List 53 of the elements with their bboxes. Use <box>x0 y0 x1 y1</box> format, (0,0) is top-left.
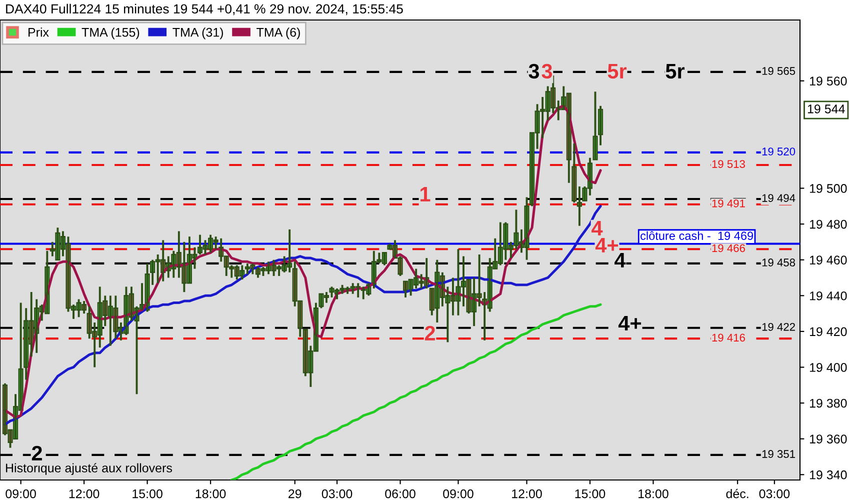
annotation: Historique ajusté aux rollovers <box>6 463 172 475</box>
y-tick-label: 19 380 <box>810 398 847 408</box>
ref-line-label: 19 565 <box>762 67 796 75</box>
annotation: 4 <box>592 221 603 236</box>
ref-line-label: 19 351 <box>762 450 795 458</box>
legend-label: Prix <box>28 28 49 37</box>
annotation: 1 <box>420 187 430 202</box>
ref-line-label: 19 494 <box>762 194 796 202</box>
y-tick-label: 19 420 <box>810 327 847 336</box>
x-tick-label: 15:00 <box>132 489 162 498</box>
x-tick-label: 09:00 <box>443 489 474 498</box>
x-tick-label: 06:00 <box>385 489 416 498</box>
legend-label: TMA (6) <box>256 28 300 40</box>
y-tick-label: 19 360 <box>810 434 847 444</box>
ref-line-label: 19 520 <box>762 148 796 156</box>
x-tick-label: 03:00 <box>322 489 352 498</box>
y-tick-label: 19 500 <box>810 184 847 193</box>
ref-line-label: clôture cash - 19 469 <box>640 231 754 240</box>
x-tick-label: 03:00 <box>759 489 790 498</box>
annotation: 5r <box>666 64 685 79</box>
y-tick-label: 19 480 <box>810 220 847 229</box>
ref-line-label: 19 466 <box>712 244 745 252</box>
annotation: 4 <box>614 253 626 268</box>
y-tick-label: 19 340 <box>810 470 847 480</box>
text: 19 544 <box>808 104 845 114</box>
x-tick-label: 09:00 <box>6 489 36 498</box>
x-tick-label: 29 <box>288 489 302 498</box>
x-tick-label: 15:00 <box>575 489 606 498</box>
annotation: 4+ <box>595 238 618 252</box>
ref-line-label: 19 513 <box>712 160 745 168</box>
y-tick-label: 19 400 <box>810 363 847 372</box>
ref-line-label: 19 491 <box>712 199 745 208</box>
x-tick-label: déc. <box>726 488 748 498</box>
ref-line-label: 19 458 <box>762 258 796 266</box>
annotation: 5r <box>608 64 627 79</box>
x-tick-label: 18:00 <box>638 489 668 498</box>
y-tick-label: 19 440 <box>810 291 847 300</box>
annotation: 3 <box>528 64 540 79</box>
legend-label: TMA (155) <box>82 28 140 40</box>
line-series <box>230 303 602 480</box>
y-tick-label: 19 560 <box>810 76 847 86</box>
annotation: 4+ <box>618 316 642 330</box>
x-tick-label: 12:00 <box>69 489 100 498</box>
ref-line-label: 19 422 <box>762 322 795 331</box>
annotation: 2 <box>424 326 435 340</box>
y-tick-label: 19 460 <box>810 256 847 264</box>
annotation: 3 <box>542 64 552 79</box>
ref-line-label: 19 416 <box>712 334 745 342</box>
x-tick-label: 18:00 <box>196 489 226 498</box>
annotation: 2 <box>32 446 42 460</box>
legend-label: TMA (31) <box>172 28 223 40</box>
x-tick-label: 12:00 <box>512 489 542 498</box>
chart-title: DAX40 Full1224 15 minutes 19 544 +0,41 % 29 nov. 2024, 15:55:45 <box>6 4 403 16</box>
